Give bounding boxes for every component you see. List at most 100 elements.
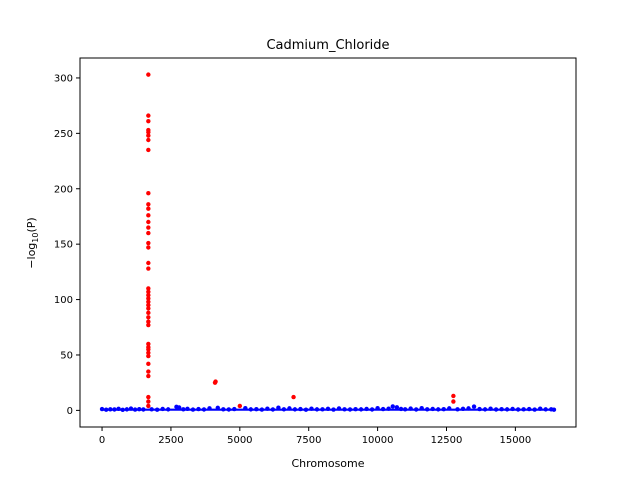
y-axis-label: −log10(P) — [25, 217, 40, 268]
significant-point-32 — [146, 347, 151, 352]
background-point-53 — [386, 406, 391, 411]
background-point-14 — [165, 407, 171, 412]
x-tick-label: 5000 — [227, 435, 252, 446]
background-point-35 — [287, 406, 292, 411]
background-point-17 — [181, 407, 186, 412]
significant-point-17 — [146, 260, 151, 266]
background-point-70 — [477, 406, 482, 412]
background-point-47 — [353, 406, 358, 412]
significant-point-20 — [146, 289, 151, 295]
background-point-66 — [455, 407, 460, 412]
chart-title: Cadmium_Chloride — [266, 38, 389, 53]
background-point-24 — [221, 407, 226, 412]
background-point-42 — [325, 406, 331, 412]
significant-point-8 — [146, 190, 151, 196]
background-point-9 — [137, 406, 142, 412]
y-axis-ticks: 0 50 100 150 200 250 300 — [54, 73, 80, 417]
background-point-60 — [419, 405, 424, 411]
background-point-55 — [394, 405, 400, 410]
significant-point-4 — [146, 130, 151, 135]
background-point-1 — [103, 407, 109, 412]
significant-point-14 — [146, 230, 151, 236]
background-point-11 — [149, 407, 154, 412]
background-point-57 — [402, 407, 408, 412]
significant-point-12 — [146, 219, 151, 225]
significant-point-13 — [146, 225, 151, 230]
significant-point-40 — [146, 403, 151, 409]
background-point-37 — [298, 406, 303, 412]
significant-point-46 — [451, 399, 456, 404]
background-point-36 — [292, 407, 298, 412]
background-point-73 — [493, 407, 499, 412]
significant-point-11 — [146, 213, 151, 218]
significant-point-44 — [291, 394, 296, 400]
y-tick-label: 100 — [54, 295, 73, 306]
x-tick-label: 15000 — [499, 435, 531, 446]
significant-point-42 — [213, 379, 218, 384]
background-point-22 — [207, 406, 212, 411]
significant-point-24 — [146, 302, 151, 308]
significant-point-39 — [146, 399, 151, 404]
background-point-77 — [515, 407, 521, 412]
x-tick-label: 0 — [99, 435, 105, 446]
plot-area-frame — [79, 57, 577, 428]
background-point-71 — [482, 407, 488, 412]
background-point-12 — [154, 407, 160, 412]
significant-point-7 — [146, 147, 151, 153]
background-point-44 — [336, 406, 342, 411]
background-point-31 — [265, 406, 270, 411]
background-point-51 — [375, 405, 380, 411]
significant-point-22 — [146, 296, 151, 301]
background-point-76 — [510, 406, 515, 412]
background-point-25 — [226, 407, 231, 412]
significant-point-33 — [146, 350, 151, 355]
significant-point-38 — [146, 394, 151, 400]
significant-point-16 — [146, 245, 151, 250]
background-point-58 — [408, 406, 413, 411]
y-tick-label: 200 — [54, 184, 73, 195]
background-point-29 — [254, 406, 259, 412]
x-tick-label: 10000 — [362, 435, 394, 446]
significant-point-35 — [146, 361, 151, 367]
background-point-32 — [270, 407, 276, 412]
significant-point-1 — [146, 113, 151, 118]
background-point-38 — [303, 407, 309, 412]
background-point-80 — [532, 407, 537, 412]
background-point-49 — [364, 406, 369, 412]
background-point-69 — [471, 404, 477, 409]
background-point-52 — [380, 406, 386, 412]
background-point-56 — [398, 406, 404, 412]
background-point-43 — [331, 407, 336, 412]
significant-point-34 — [146, 353, 151, 359]
significant-point-25 — [146, 306, 151, 311]
background-point-79 — [526, 406, 532, 412]
significant-point-37 — [146, 373, 151, 379]
significant-point-36 — [146, 369, 151, 374]
background-point-78 — [521, 407, 526, 412]
significant-point-6 — [146, 137, 151, 143]
background-point-28 — [248, 407, 254, 412]
significant-point-5 — [146, 133, 151, 138]
background-point-68 — [466, 406, 471, 411]
background-point-5 — [120, 407, 125, 413]
background-point-59 — [413, 407, 419, 412]
background-point-30 — [259, 407, 265, 412]
x-tick-label: 2500 — [158, 435, 183, 446]
significant-point-29 — [146, 322, 151, 328]
background-point-62 — [430, 406, 435, 412]
background-point-84 — [551, 407, 557, 412]
significant-point-28 — [146, 319, 151, 324]
background-point-16 — [177, 405, 182, 410]
background-point-20 — [196, 406, 201, 412]
significant-points — [146, 72, 456, 409]
background-point-26 — [232, 406, 237, 412]
x-axis-label: Chromosome — [291, 457, 364, 470]
significant-point-21 — [146, 292, 151, 298]
background-point-75 — [504, 407, 510, 412]
y-tick-label: 150 — [54, 240, 73, 251]
y-tick-label: 50 — [60, 350, 73, 361]
significant-point-26 — [146, 310, 151, 316]
background-point-72 — [488, 406, 493, 411]
